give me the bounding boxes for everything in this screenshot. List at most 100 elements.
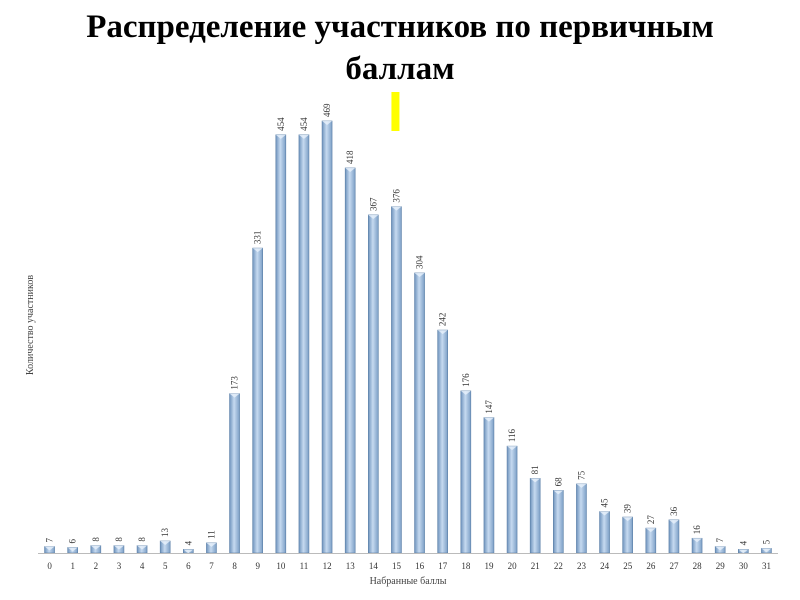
data-label-10: 454: [276, 117, 286, 131]
x-tick-label-22: 22: [554, 561, 563, 571]
bar-cap-9: [252, 248, 263, 253]
data-label-19: 147: [484, 400, 494, 414]
data-label-9: 331: [253, 231, 263, 245]
data-label-8: 173: [230, 376, 240, 390]
bar-cap-2: [90, 545, 101, 550]
data-label-22: 68: [553, 477, 563, 487]
y-axis-title: Количество участников: [25, 275, 36, 375]
bar-cap-15: [391, 206, 402, 211]
data-label-4: 8: [137, 537, 147, 542]
bar-19: [483, 417, 495, 554]
x-tick-label-10: 10: [276, 561, 286, 571]
x-tick-label-27: 27: [669, 561, 679, 571]
data-label-2: 8: [91, 537, 101, 542]
data-label-31: 5: [761, 539, 771, 544]
bar-14: [368, 214, 379, 554]
x-tick-label-15: 15: [392, 561, 402, 571]
data-label-23: 75: [576, 470, 586, 480]
bar-cap-18: [460, 390, 471, 395]
bar-cap-1: [67, 547, 78, 552]
chart-title-line-2: баллам: [345, 51, 455, 87]
data-label-14: 367: [368, 197, 378, 211]
bar-10: [275, 134, 287, 554]
bar-24: [599, 511, 610, 554]
x-tick-label-18: 18: [461, 561, 471, 571]
x-tick-label-29: 29: [716, 561, 726, 571]
bar-cap-21: [530, 478, 541, 483]
bar-cap-14: [368, 214, 379, 219]
bar-27: [668, 519, 680, 554]
x-tick-label-24: 24: [600, 561, 610, 571]
bar-cap-19: [483, 417, 494, 422]
x-tick-label-9: 9: [255, 561, 260, 571]
data-label-12: 469: [322, 103, 332, 117]
x-tick-label-30: 30: [739, 561, 749, 571]
bars-group: [44, 120, 772, 554]
x-tick-labels-group: 0 1 2 3 4 5 6 7 8 9 10 11 12 13 14 15 16 17 18 19 20 21 22 23 24…: [47, 561, 771, 571]
bar-15: [391, 206, 402, 554]
bar-cap-12: [322, 121, 333, 125]
bar-25: [622, 516, 633, 554]
x-tick-label-25: 25: [623, 561, 633, 571]
data-label-5: 13: [160, 528, 170, 538]
x-tick-label-8: 8: [232, 561, 237, 571]
bar-cap-30: [738, 549, 749, 554]
data-label-11: 454: [299, 117, 309, 131]
bar-cap-10: [275, 134, 286, 139]
x-tick-label-1: 1: [70, 561, 75, 571]
x-tick-label-2: 2: [94, 561, 99, 571]
x-tick-label-20: 20: [508, 561, 518, 571]
x-tick-label-26: 26: [646, 561, 656, 571]
bar-cap-24: [599, 511, 610, 516]
x-tick-label-0: 0: [47, 561, 52, 571]
bar-8: [229, 393, 240, 554]
x-tick-label-19: 19: [484, 561, 494, 571]
x-axis-title: Набранные баллы: [370, 576, 447, 587]
bar-cap-25: [622, 517, 633, 522]
bar-12: [321, 120, 333, 554]
x-tick-label-5: 5: [163, 561, 168, 571]
bar-11: [298, 134, 310, 554]
data-label-15: 376: [391, 189, 401, 203]
x-tick-label-4: 4: [140, 561, 145, 571]
bar-cap-29: [715, 546, 726, 551]
chart-title-line-1: Распределение участников по первичным: [86, 9, 714, 45]
data-label-24: 45: [600, 498, 610, 508]
x-tick-label-14: 14: [369, 561, 379, 571]
bar-cap-26: [645, 528, 656, 533]
data-label-26: 27: [646, 515, 656, 525]
bar-cap-8: [229, 393, 240, 398]
x-tick-label-12: 12: [323, 561, 332, 571]
bar-cap-3: [113, 545, 124, 550]
x-tick-label-31: 31: [762, 561, 771, 571]
data-label-6: 4: [183, 540, 193, 545]
bar-17: [437, 329, 448, 554]
data-label-21: 81: [530, 465, 540, 474]
bar-21: [529, 478, 541, 554]
bar-cap-28: [692, 538, 703, 543]
data-label-18: 176: [461, 373, 471, 387]
x-tick-label-28: 28: [693, 561, 703, 571]
bar-cap-7: [206, 542, 217, 547]
x-tick-label-23: 23: [577, 561, 587, 571]
x-tick-label-6: 6: [186, 561, 191, 571]
bar-cap-0: [44, 546, 55, 551]
x-tick-label-3: 3: [117, 561, 122, 571]
bar-cap-13: [345, 167, 356, 172]
data-label-3: 8: [114, 537, 124, 542]
chart-title: Распределение участников по первичным ба…: [0, 6, 800, 90]
bar-cap-22: [553, 490, 564, 495]
bar-cap-27: [668, 519, 679, 524]
data-label-1: 6: [68, 538, 78, 543]
bar-20: [506, 445, 518, 554]
data-label-27: 36: [669, 506, 679, 516]
bar-22: [553, 490, 564, 554]
data-label-28: 16: [692, 525, 702, 535]
x-tick-label-17: 17: [438, 561, 448, 571]
data-label-0: 7: [45, 538, 55, 543]
bar-cap-16: [414, 272, 425, 277]
bar-cap-23: [576, 483, 587, 488]
x-tick-label-11: 11: [300, 561, 309, 571]
